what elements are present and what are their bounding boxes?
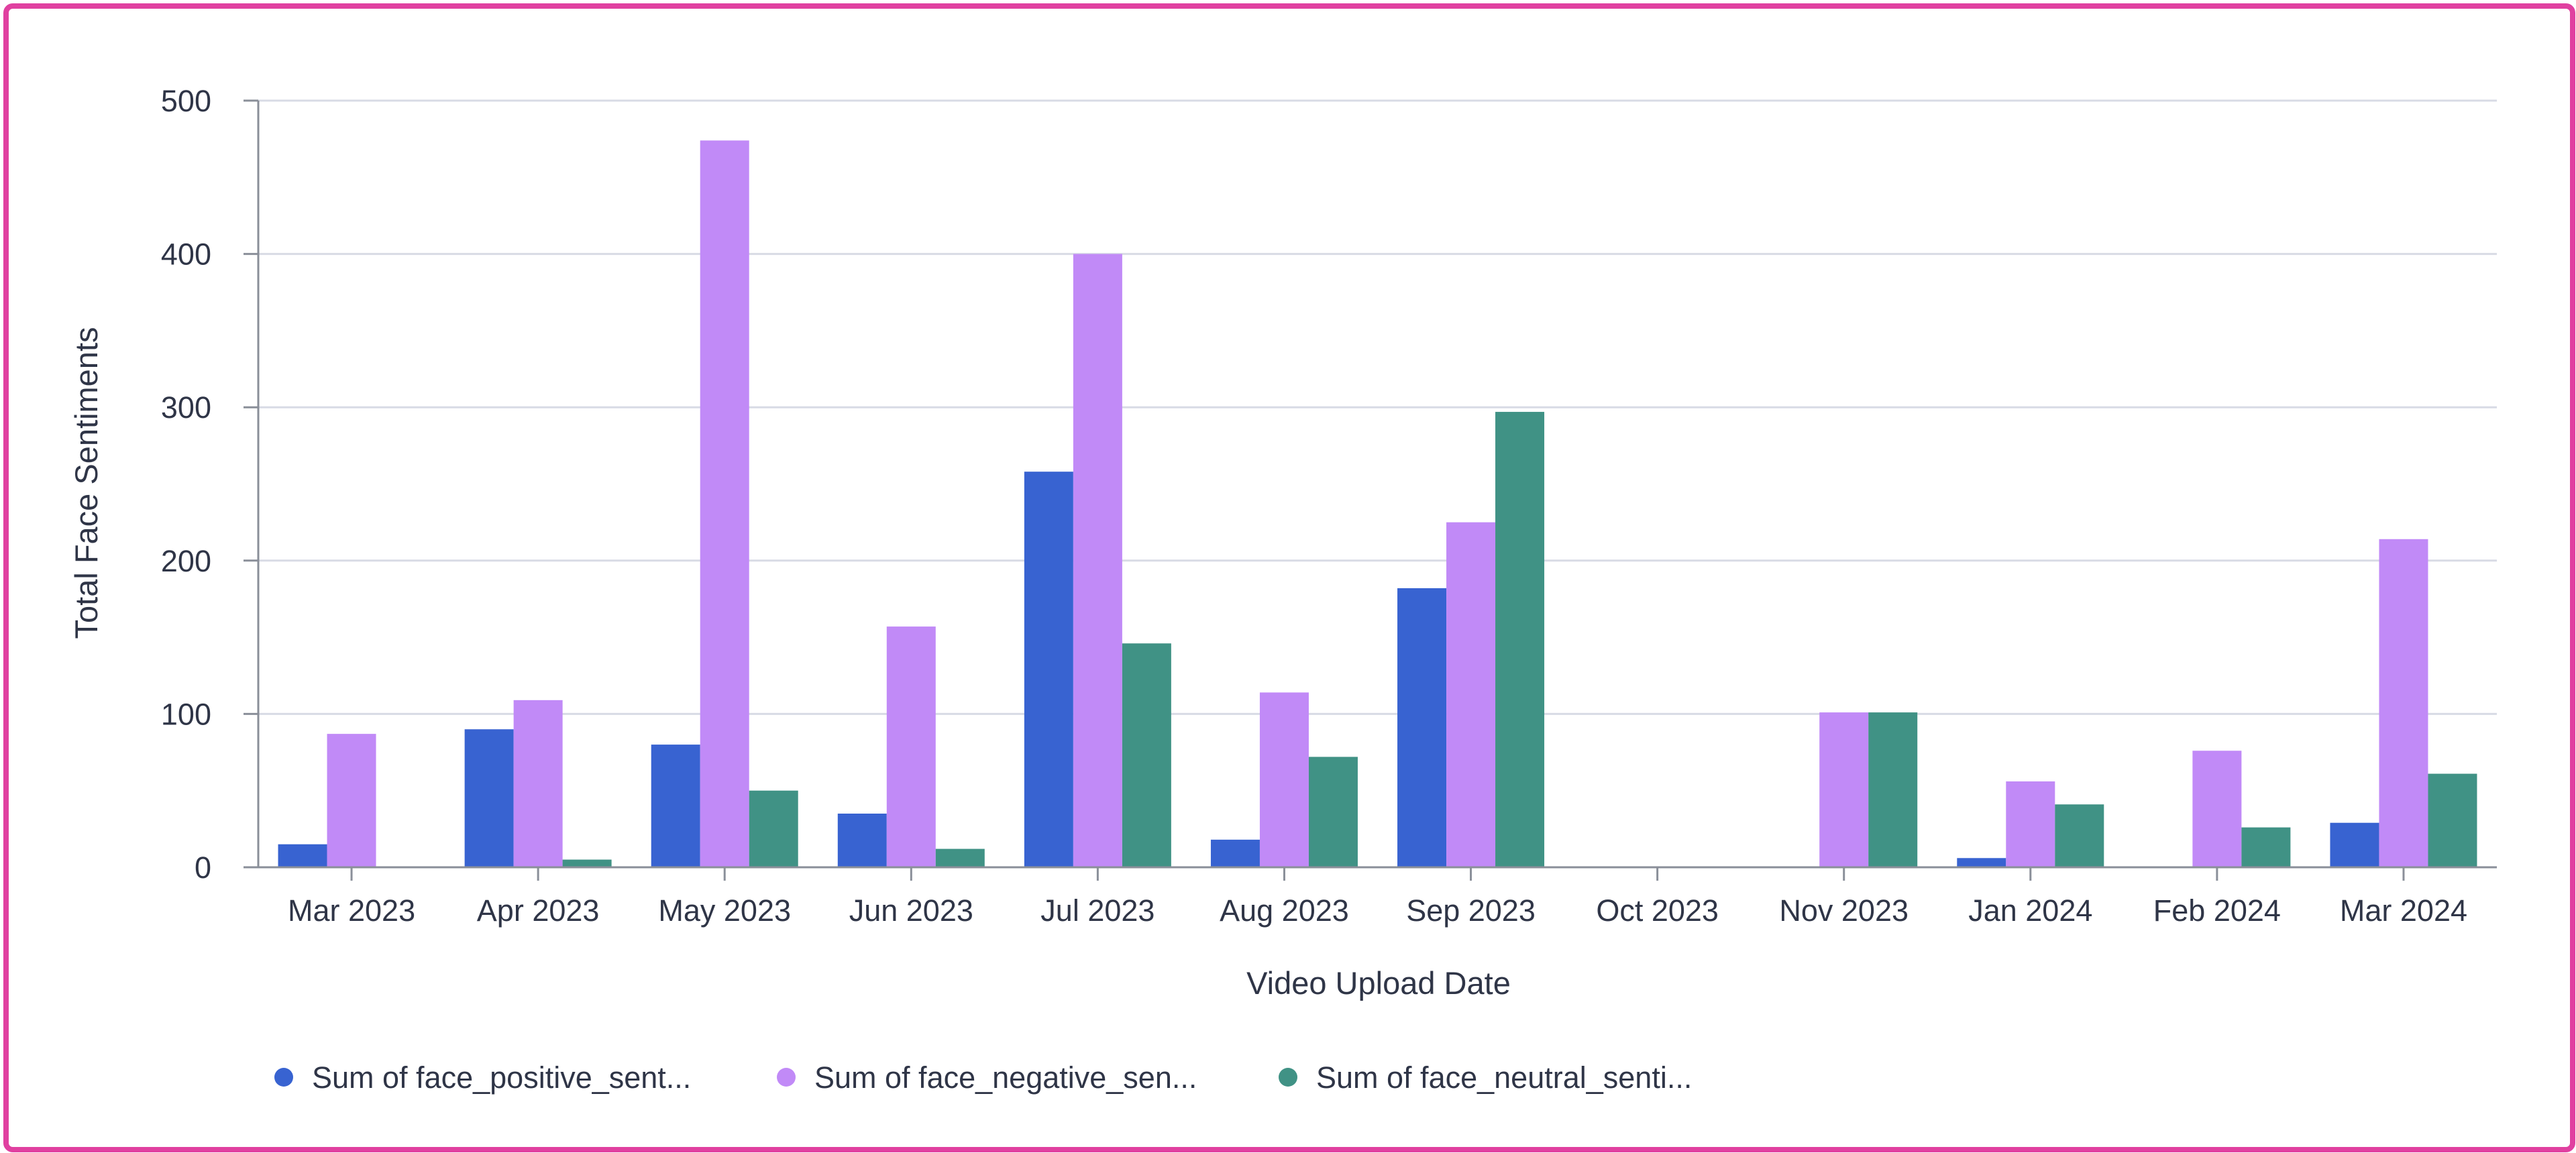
legend-label: Sum of face_negative_sen... <box>814 1060 1197 1095</box>
bar-negative <box>327 734 376 867</box>
x-tick-label: Jul 2023 <box>1040 893 1155 928</box>
x-tick-label: Mar 2023 <box>288 893 415 928</box>
y-tick-label: 100 <box>161 697 211 731</box>
y-axis-title: Total Face Sentiments <box>68 327 104 639</box>
bar-neutral <box>935 848 985 867</box>
bar-negative <box>1819 712 1869 867</box>
bar-positive <box>1024 472 1073 867</box>
legend-item: Sum of face_neutral_senti... <box>1279 1060 1692 1095</box>
y-tick-label: 0 <box>195 850 211 885</box>
x-tick-label: Jan 2024 <box>1968 893 2092 928</box>
bar-neutral <box>2055 804 2104 867</box>
x-axis-title: Video Upload Date <box>1246 965 1511 1001</box>
bar-negative <box>886 626 936 867</box>
legend-marker <box>777 1068 796 1087</box>
legend-item: Sum of face_positive_sent... <box>274 1060 691 1095</box>
gridlines <box>258 99 2497 715</box>
bar-positive <box>278 844 327 867</box>
bar-neutral <box>1868 712 1918 867</box>
bar-neutral <box>1122 643 1171 867</box>
bar-negative <box>1446 522 1496 867</box>
bar-neutral <box>2241 827 2291 867</box>
x-tick-label: Mar 2024 <box>2340 893 2467 928</box>
x-axis-ticks: Mar 2023 Apr 2023 May 2023 Jun 2023 Jul 2023… <box>288 867 2467 928</box>
bar-positive <box>2330 822 2379 867</box>
bars <box>278 140 2477 868</box>
bar-neutral <box>562 859 612 867</box>
bar-negative <box>513 700 563 867</box>
bar-negative <box>1259 692 1309 867</box>
bar-negative <box>2006 781 2055 867</box>
bar-neutral <box>1495 412 1545 867</box>
bar-positive <box>464 729 514 867</box>
bar-negative <box>2379 539 2428 867</box>
y-tick-label: 200 <box>161 544 211 578</box>
bar-positive <box>837 813 887 867</box>
x-tick-label: Feb 2024 <box>2153 893 2281 928</box>
bar-neutral <box>749 790 798 867</box>
bar-positive <box>1397 588 1447 867</box>
x-tick-label: May 2023 <box>658 893 791 928</box>
legend-marker <box>1279 1068 1297 1087</box>
legend: Sum of face_positive_sent... Sum of face_… <box>274 1060 1692 1095</box>
chart-frame <box>3 3 2575 1152</box>
bar-neutral <box>2428 773 2477 867</box>
x-tick-label: Oct 2023 <box>1596 893 1719 928</box>
bar-negative <box>1073 254 1122 868</box>
x-tick-label: Jun 2023 <box>849 893 973 928</box>
y-tick-label: 400 <box>161 237 211 272</box>
x-tick-label: Aug 2023 <box>1220 893 1349 928</box>
x-tick-label: Sep 2023 <box>1406 893 1536 928</box>
bar-neutral <box>1308 757 1358 867</box>
x-tick-label: Nov 2023 <box>1779 893 1909 928</box>
y-tick-label: 300 <box>161 390 211 425</box>
legend-label: Sum of face_positive_sent... <box>312 1060 691 1095</box>
x-tick-label: Apr 2023 <box>477 893 600 928</box>
legend-label: Sum of face_neutral_senti... <box>1316 1060 1692 1095</box>
bar-negative <box>2192 751 2242 867</box>
bar-negative <box>700 140 749 867</box>
axes <box>257 101 2497 869</box>
legend-marker <box>274 1068 293 1087</box>
legend-item: Sum of face_negative_sen... <box>777 1060 1197 1095</box>
y-axis-ticks: 0 100 200 300 400 500 <box>161 84 258 885</box>
bar-positive <box>1210 839 1260 867</box>
bar-positive <box>651 745 700 867</box>
y-tick-label: 500 <box>161 84 211 118</box>
bar-positive <box>1957 858 2006 867</box>
